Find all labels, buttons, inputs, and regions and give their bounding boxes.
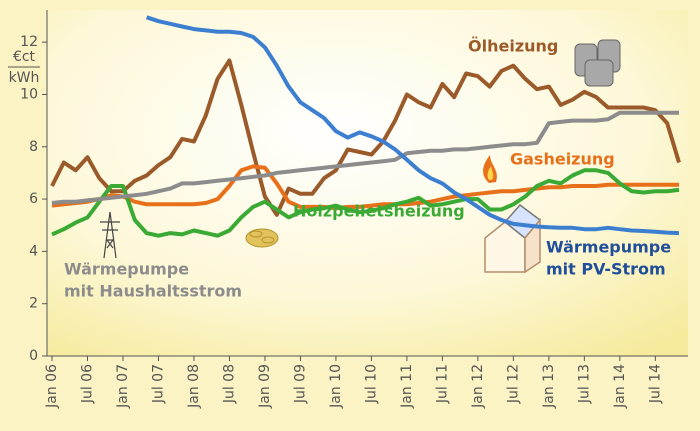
x-tick-label: Jul 10 [363, 364, 379, 404]
series-line [51, 164, 679, 211]
x-tick-label: Jan 07 [115, 364, 131, 409]
series-line [145, 15, 680, 236]
y-unit: kWh [9, 70, 40, 86]
x-tick-label: Jul 14 [647, 364, 663, 404]
series-label: Wärmepumpe [64, 260, 189, 279]
house-icon [484, 203, 542, 274]
x-tick-label: Jan 14 [612, 364, 628, 409]
y-tick-label: 6 [29, 191, 38, 207]
x-tick-label: Jan 06 [44, 364, 60, 409]
x-tick-label: Jan 10 [328, 364, 344, 409]
series-line [51, 110, 679, 205]
y-tick-label: 10 [20, 86, 38, 102]
y-tick-label: 0 [29, 348, 38, 364]
x-tick-label: Jan 08 [186, 364, 202, 409]
pellets-icon [245, 228, 279, 248]
x-tick-label: Jan 09 [257, 364, 273, 409]
x-tick-label: Jul 12 [505, 364, 521, 404]
x-tick-label: Jul 06 [79, 364, 95, 404]
y-unit: €ct [13, 49, 36, 65]
series-label: mit Haushaltsstrom [64, 282, 242, 301]
x-tick-label: Jan 11 [399, 364, 415, 409]
y-tick-label: 12 [20, 34, 38, 50]
x-tick-label: Jul 11 [434, 364, 450, 404]
flame-icon [483, 155, 497, 183]
series-line [51, 168, 680, 238]
x-tick-label: Jan 12 [470, 364, 486, 409]
oil-barrels-icon [574, 39, 621, 87]
x-tick-label: Jul 07 [150, 364, 166, 404]
x-tick-label: Jan 13 [541, 364, 557, 409]
y-tick-label: 8 [29, 139, 38, 155]
x-tick-label: Jul 13 [576, 364, 592, 404]
series-line [50, 58, 681, 217]
x-tick-label: Jul 08 [221, 364, 237, 404]
x-tick-label: Jul 09 [292, 364, 308, 404]
y-tick-label: 4 [29, 243, 38, 259]
series-label: Ölheizung [468, 37, 558, 56]
series-label: Wärmepumpe [546, 238, 671, 257]
series-label: Gasheizung [510, 150, 615, 169]
series-label: Holzpelletsheizung [293, 202, 465, 221]
pylon-icon [100, 211, 120, 259]
y-tick-label: 2 [29, 296, 38, 312]
series-label: mit PV-Strom [546, 260, 666, 279]
